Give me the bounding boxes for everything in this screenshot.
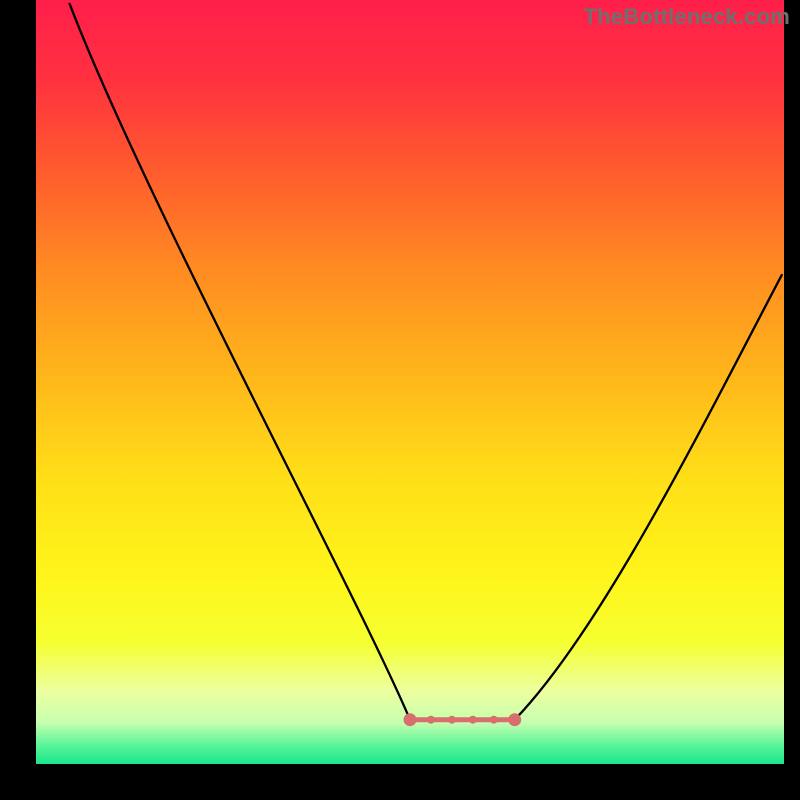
- marker-left-dot: [404, 713, 417, 726]
- border-left: [0, 0, 36, 800]
- marker-mid-dot: [448, 716, 456, 724]
- watermark-text: TheBottleneck.com: [584, 4, 790, 30]
- border-bottom: [0, 764, 800, 800]
- border-right: [784, 0, 800, 800]
- plot-background: [36, 0, 784, 764]
- chart-root: TheBottleneck.com: [0, 0, 800, 800]
- marker-right-dot: [508, 713, 521, 726]
- marker-mid-dot: [490, 716, 498, 724]
- chart-svg: [0, 0, 800, 800]
- marker-mid-dot: [469, 716, 477, 724]
- marker-mid-dot: [427, 716, 435, 724]
